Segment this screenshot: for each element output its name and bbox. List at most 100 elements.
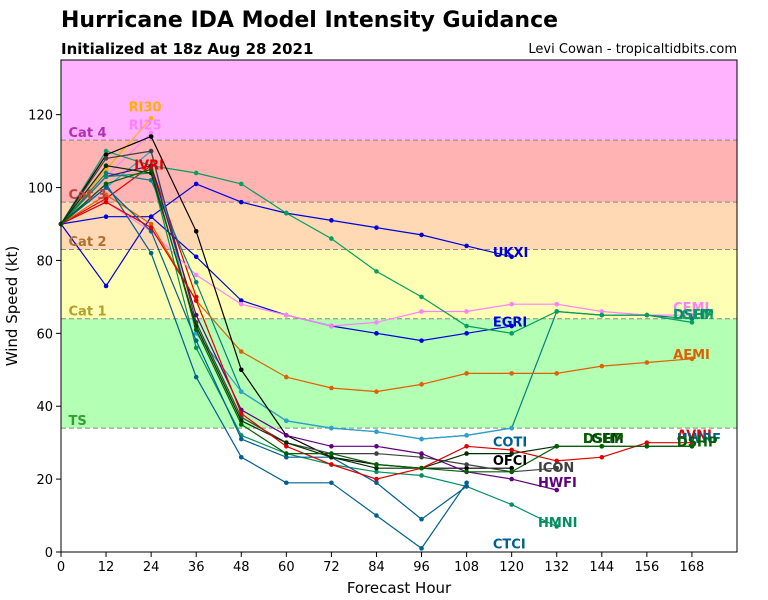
model-label-3: IVRI <box>134 159 164 174</box>
series-point-coti <box>419 436 424 442</box>
series-point-dshp2 <box>599 444 605 449</box>
series-point-ctci <box>374 513 379 518</box>
series-point-hmni <box>554 524 560 529</box>
series-point-ukxi <box>238 199 244 205</box>
series-point-coti <box>284 418 289 424</box>
series-point-coti <box>238 389 244 394</box>
series-point-hwrf <box>193 338 199 343</box>
series-point-dshp2 <box>238 422 244 427</box>
series-point-lgem2 <box>464 451 469 456</box>
series-point-cemi <box>193 272 199 278</box>
series-point-aemi <box>689 356 695 362</box>
series-point-avni <box>103 199 109 205</box>
series-point-ofci <box>464 465 469 471</box>
series-point-aemi <box>238 349 244 354</box>
series-point-ukxi <box>419 232 424 238</box>
band-label-13: TS <box>69 414 87 429</box>
y-tick-label: 0 <box>45 546 53 561</box>
x-tick-label: 72 <box>323 560 340 575</box>
model-label-12: AEMI <box>673 348 710 363</box>
series-line-hwfi <box>60 164 557 491</box>
x-tick-label: 24 <box>143 560 160 575</box>
series-point-hwrf <box>374 480 379 486</box>
series-point-hmni <box>193 345 199 351</box>
x-tick-label: 144 <box>589 560 614 575</box>
model-label-23: HMNI <box>538 516 578 531</box>
series-point-hmni <box>509 502 514 507</box>
series-point-lgem <box>644 312 650 318</box>
series-point-cemi <box>689 312 695 318</box>
model-label-20: OFCI <box>493 454 527 469</box>
series-point-dshp2 <box>509 469 514 475</box>
series-point-dshp2 <box>329 451 334 456</box>
series-point-cemi <box>599 309 605 314</box>
series-point-dshp <box>103 170 109 176</box>
series-point-ofci <box>148 134 154 139</box>
plot-frame <box>60 59 738 553</box>
series-point-lgem <box>329 236 334 241</box>
series-point-aemi <box>374 389 379 394</box>
model-label-11: EGRI <box>493 315 527 330</box>
series-point-egri <box>103 214 109 220</box>
series-point-avni <box>238 411 244 416</box>
series-point-aemi <box>284 374 289 380</box>
series-point-cemi <box>419 309 424 314</box>
x-axis-label: Forecast Hour <box>347 579 452 597</box>
series-point-egri <box>464 331 469 336</box>
series-point-dshp2 <box>554 444 560 449</box>
x-tick-label: 96 <box>413 560 430 575</box>
series-point-dshp2 <box>103 181 109 187</box>
series-point-cemi <box>238 301 244 307</box>
series-point-hmni <box>103 174 109 179</box>
series-point-lgem2 <box>103 163 109 168</box>
series-point-hwrf <box>464 484 469 489</box>
series-point-ctci <box>284 480 289 486</box>
series-point-lgem <box>374 269 379 274</box>
model-label-24: CTCI <box>493 538 526 553</box>
series-point-lgem <box>599 312 605 318</box>
series-point-dshp2 <box>419 465 424 471</box>
series-point-avni <box>554 458 560 464</box>
series-point-cemi <box>329 323 334 329</box>
model-label-16: DSHP <box>583 432 624 447</box>
series-point-lgem <box>419 294 424 300</box>
x-tick-label: 60 <box>278 560 295 575</box>
y-tick-label: 100 <box>28 182 53 197</box>
series-point-lgem2 <box>509 451 514 456</box>
model-label-10: LGEM <box>673 308 714 323</box>
band-0 <box>61 60 737 141</box>
series-point-avni <box>599 454 605 460</box>
model-label-18: HWRF <box>677 432 721 447</box>
series-point-hmni <box>419 473 424 478</box>
series-point-hwfi <box>148 163 154 168</box>
series-point-ri25 <box>148 130 154 136</box>
series-point-ctci <box>419 546 424 551</box>
model-label-15: LGEM <box>583 432 624 447</box>
series-point-ctci <box>464 480 469 486</box>
series-point-lgem <box>238 181 244 187</box>
chart-title: Hurricane IDA Model Intensity Guidance <box>61 8 559 33</box>
series-point-dshp2 <box>148 167 154 172</box>
series-point-coti <box>509 425 514 431</box>
series-point-ctci <box>148 250 154 256</box>
series-point-aemi <box>644 360 650 365</box>
series-point-avni <box>329 462 334 467</box>
series-point-hmni <box>374 469 379 475</box>
category-thresholds <box>61 139 737 429</box>
category-bands <box>61 60 737 429</box>
series-point-icon <box>148 148 154 154</box>
model-label-0: RI30 <box>129 100 162 115</box>
model-label-21: ICON <box>538 461 574 476</box>
y-axis-ticks: 0 20 40 60 80 100 120 <box>28 109 61 561</box>
series-point-icon <box>419 454 424 460</box>
y-tick-label: 120 <box>28 109 53 124</box>
series-point-dshp2 <box>464 469 469 475</box>
series-point-cemi <box>374 320 379 325</box>
x-tick-label: 36 <box>188 560 205 575</box>
series-point-aemi <box>554 371 560 376</box>
series-point-egri <box>193 254 199 260</box>
series-point-cemi <box>554 301 560 307</box>
series-point-egri <box>419 338 424 343</box>
series-point-ukxi <box>103 283 109 289</box>
model-label-19: DSHP <box>677 436 718 451</box>
